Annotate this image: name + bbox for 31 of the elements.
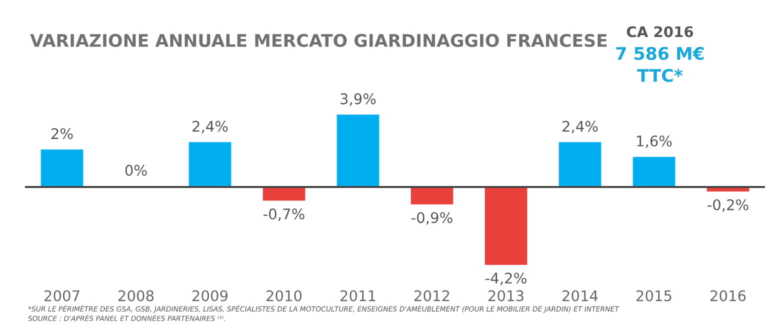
data-label: -0,2% bbox=[708, 199, 748, 212]
x-tick-label: 2010 bbox=[266, 290, 302, 302]
data-label: 0% bbox=[125, 164, 147, 176]
data-label: 2,4% bbox=[192, 120, 228, 134]
bar bbox=[336, 114, 380, 188]
x-tick-label: 2013 bbox=[488, 290, 524, 302]
x-tick-label: 2014 bbox=[562, 290, 598, 302]
data-label: 3,9% bbox=[340, 93, 376, 106]
data-label: -4,2% bbox=[486, 272, 526, 286]
x-tick-label: 2015 bbox=[636, 290, 672, 302]
bar bbox=[484, 186, 528, 265]
bar bbox=[188, 142, 232, 188]
bar bbox=[40, 150, 84, 188]
data-label: 1,6% bbox=[637, 135, 672, 148]
bar bbox=[632, 156, 676, 188]
data-label: 2% bbox=[52, 128, 73, 140]
text: 7 586 M€ bbox=[616, 46, 704, 60]
x-tick-label: 2016 bbox=[710, 290, 746, 302]
x-tick-label: 2012 bbox=[414, 290, 450, 302]
x-tick-label: 2008 bbox=[118, 290, 154, 302]
x-tick-label: 2007 bbox=[44, 290, 80, 302]
bar bbox=[558, 142, 602, 188]
x-tick-label: 2011 bbox=[340, 290, 376, 302]
data-label: 2,4% bbox=[562, 120, 598, 134]
data-label: -0,9% bbox=[412, 212, 452, 225]
text: CA 2016 bbox=[626, 26, 694, 38]
bar bbox=[410, 186, 454, 204]
x-tick-label: 2009 bbox=[192, 290, 228, 302]
data-label: -0,7% bbox=[264, 208, 304, 221]
text: TTC* bbox=[637, 68, 683, 82]
chart-title: VARIAZIONE ANNUALE MERCATO GIARDINAGGIO FRANCESE bbox=[30, 34, 607, 48]
